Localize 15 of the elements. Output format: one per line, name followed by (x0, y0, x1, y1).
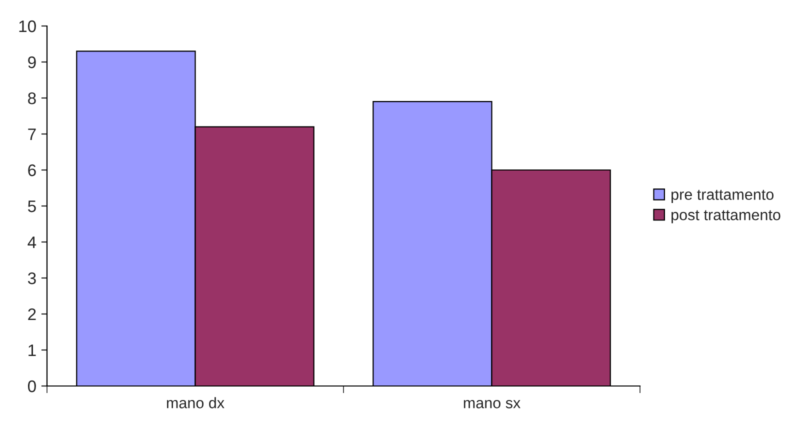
x-tick-label: mano sx (464, 400, 520, 408)
y-tick-label: 9 (28, 56, 36, 68)
legend-label: post trattamento (672, 210, 780, 224)
y-tick-label: 5 (28, 200, 36, 212)
y-tick-label: 0 (28, 380, 36, 392)
legend-label: pre trattamento (672, 190, 774, 203)
y-tick-label: 8 (28, 92, 36, 104)
y-tick-label: 2 (28, 308, 36, 320)
x-tick-label: mano dx (166, 397, 224, 408)
y-tick-label: 6 (28, 164, 36, 176)
y-tick-label: 7 (28, 128, 36, 140)
y-tick-label: 1 (28, 344, 36, 356)
y-tick-label: 4 (28, 236, 36, 248)
y-tick-label: 3 (28, 272, 36, 284)
y-tick-label: 10 (19, 20, 36, 32)
